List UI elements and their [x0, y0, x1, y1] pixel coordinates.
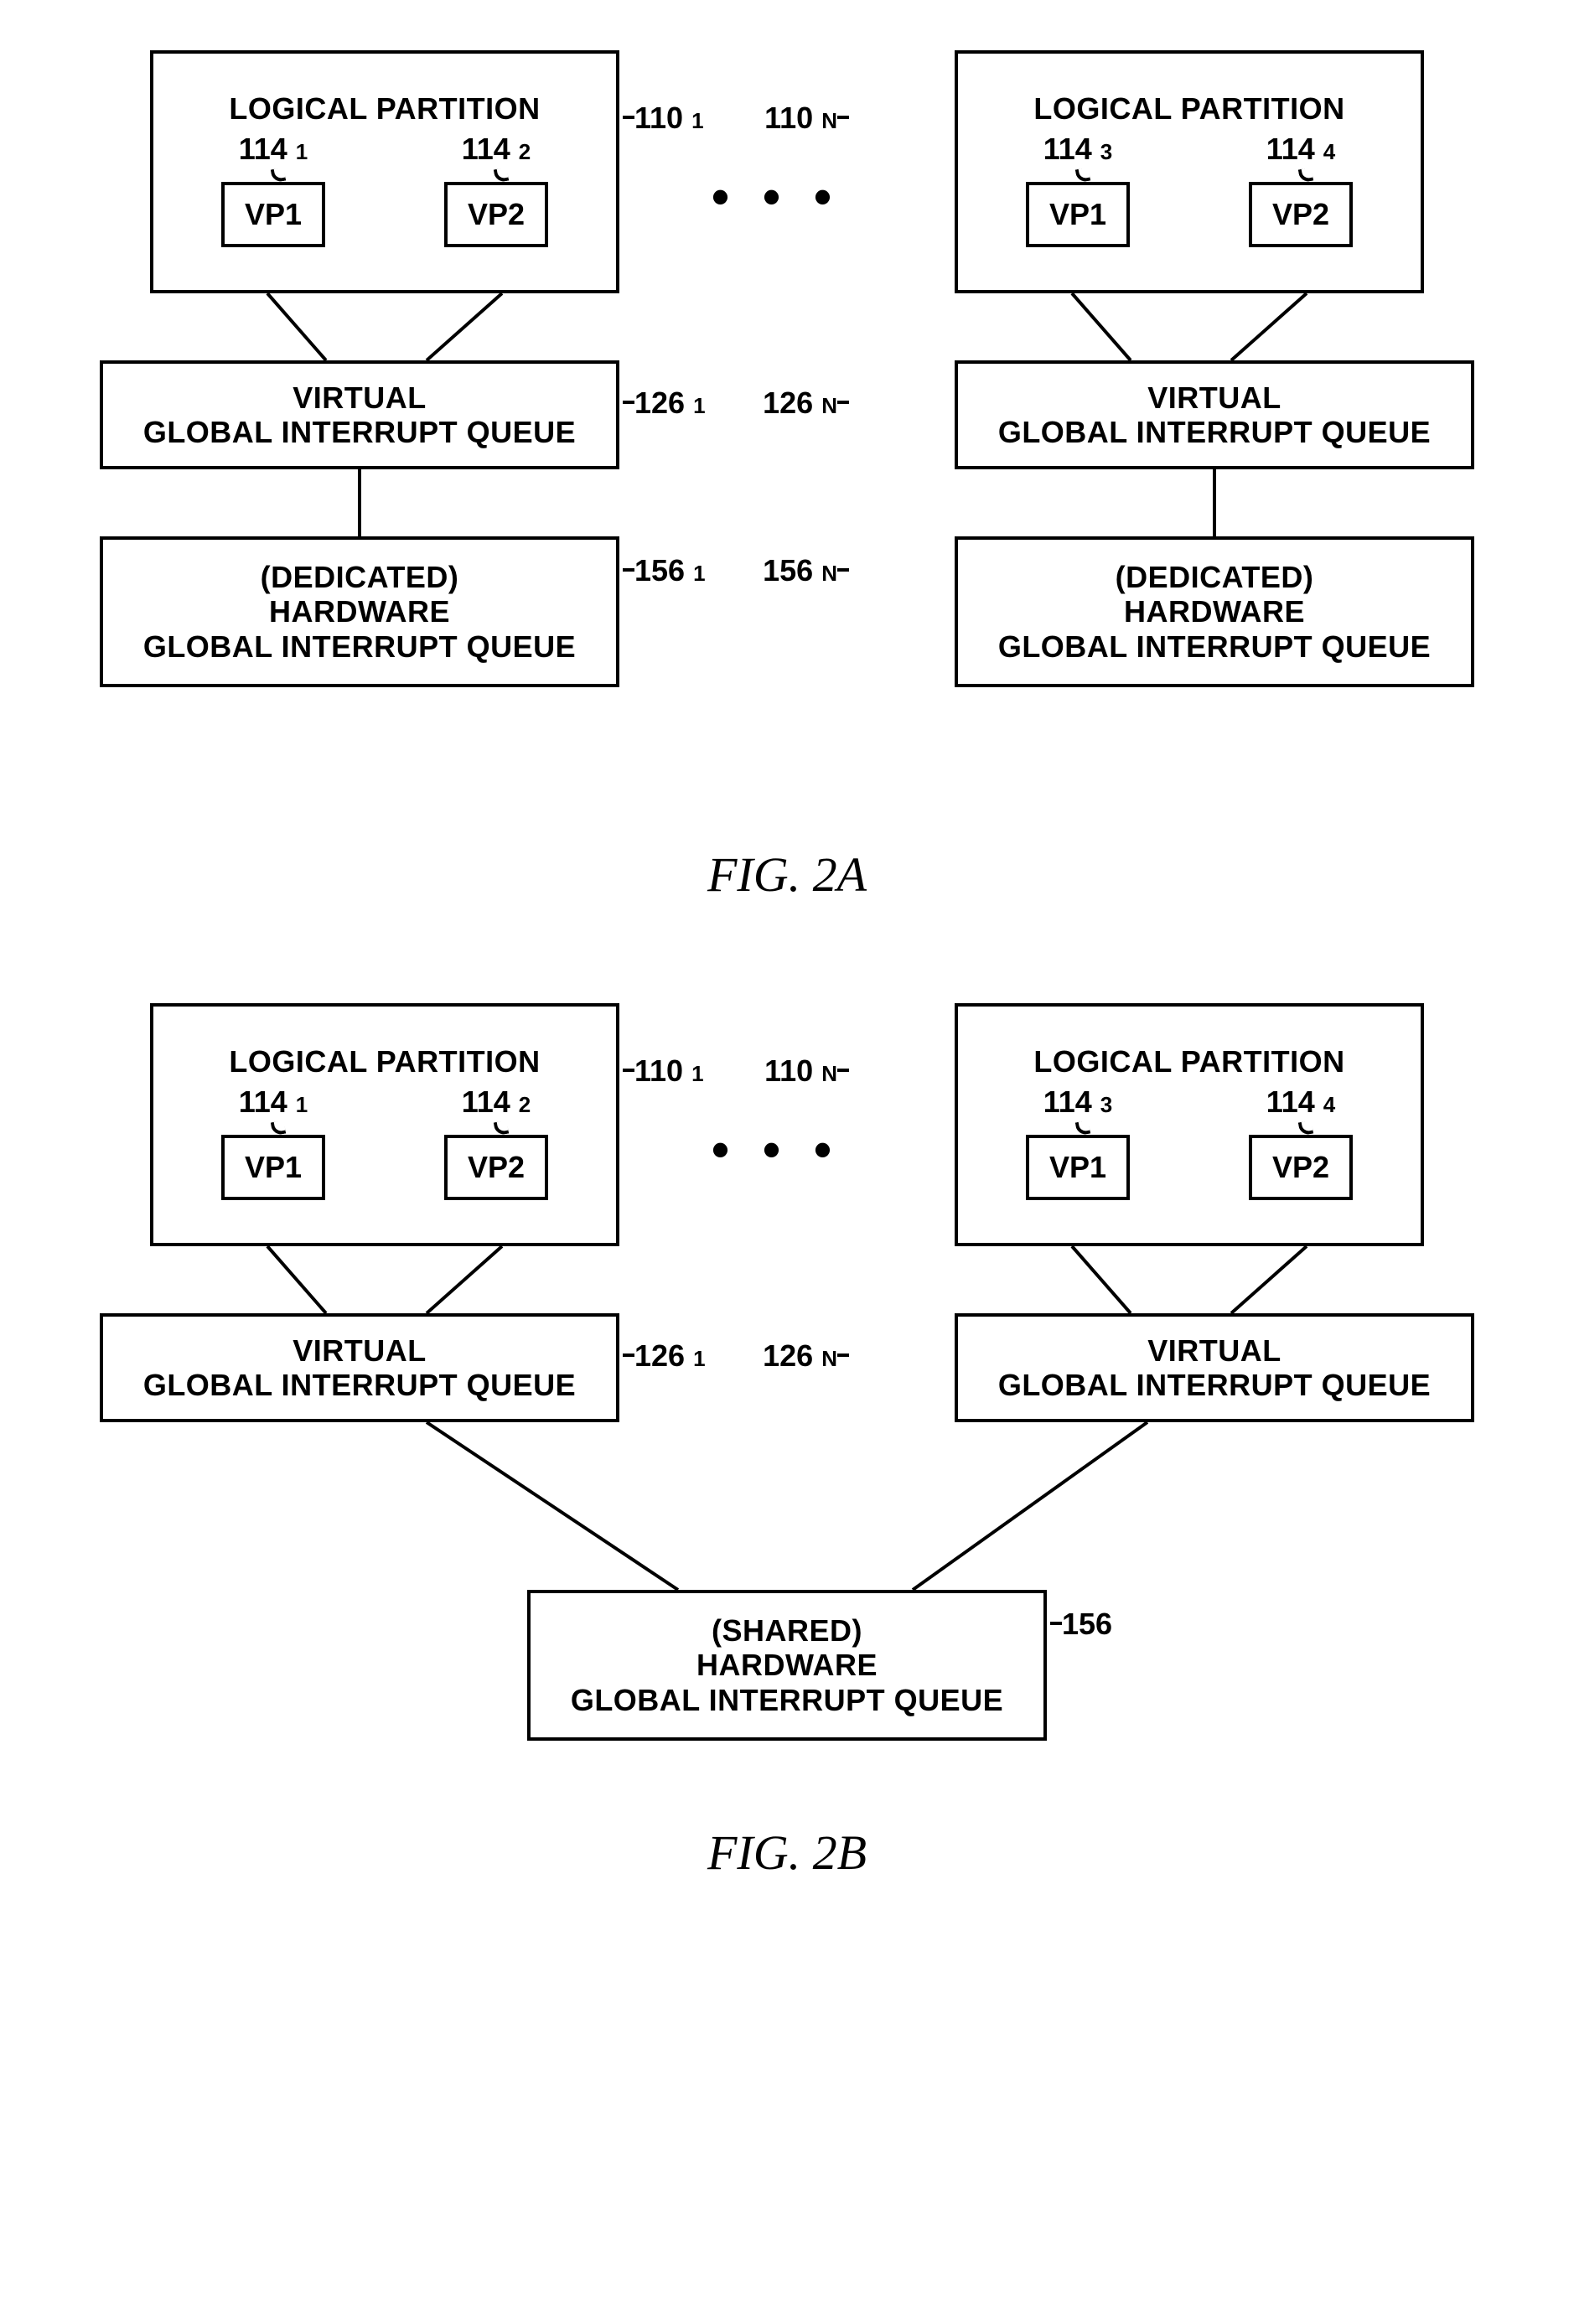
queue-line: GLOBAL INTERRUPT QUEUE: [998, 1368, 1431, 1402]
vp-reference: 114 4: [1266, 132, 1336, 167]
virtual-processor-box: VP1: [1026, 1135, 1130, 1200]
virtual-global-interrupt-queue: VIRTUALGLOBAL INTERRUPT QUEUE: [955, 1313, 1474, 1422]
vp-tick: [1298, 1121, 1314, 1136]
reference-tick: [837, 401, 849, 404]
reference-label: 110 1: [634, 101, 704, 136]
vp-tick: [1075, 168, 1091, 184]
hardware-global-interrupt-queue: (SHARED)HARDWAREGLOBAL INTERRUPT QUEUE: [527, 1590, 1047, 1741]
vp-column: 114 1 VP1: [221, 132, 325, 247]
figure-2b-caption: FIG. 2B: [707, 1825, 867, 1881]
ellipsis-dots: •••: [712, 168, 865, 225]
logical-partition: LOGICAL PARTITION 114 1 VP1 114 2 VP2: [150, 50, 619, 293]
vp-tick: [494, 1121, 510, 1136]
queue-line: HARDWARE: [1124, 594, 1305, 629]
virtual-global-interrupt-queue: VIRTUALGLOBAL INTERRUPT QUEUE: [100, 1313, 619, 1422]
reference-tick: [623, 1354, 634, 1357]
virtual-global-interrupt-queue: VIRTUALGLOBAL INTERRUPT QUEUE: [955, 360, 1474, 469]
vp-column: 114 3 VP1: [1026, 132, 1130, 247]
queue-line: GLOBAL INTERRUPT QUEUE: [998, 629, 1431, 664]
reference-label: 126 N: [763, 1338, 837, 1374]
vp-reference: 114 2: [462, 1084, 531, 1120]
virtual-processor-box: VP2: [1249, 182, 1353, 247]
reference-tick: [837, 116, 849, 119]
queue-line: VIRTUAL: [1147, 1333, 1281, 1368]
vp-column: 114 1 VP1: [221, 1084, 325, 1200]
vp-tick: [271, 1121, 287, 1136]
reference-label: 156: [1062, 1607, 1112, 1642]
queue-line: HARDWARE: [269, 594, 450, 629]
reference-label: 126 1: [634, 1338, 706, 1374]
reference-tick: [837, 1069, 849, 1072]
vp-tick: [271, 168, 287, 184]
reference-tick: [623, 401, 634, 404]
vp-reference: 114 3: [1043, 132, 1113, 167]
logical-partition: LOGICAL PARTITION 114 3 VP1 114 4 VP2: [955, 1003, 1424, 1246]
virtual-global-interrupt-queue: VIRTUALGLOBAL INTERRUPT QUEUE: [100, 360, 619, 469]
reference-tick: [837, 1354, 849, 1357]
reference-tick: [623, 116, 634, 119]
reference-label: 156 1: [634, 553, 706, 588]
logical-partition: LOGICAL PARTITION 114 1 VP1 114 2 VP2: [150, 1003, 619, 1246]
vp-row: 114 1 VP1 114 2 VP2: [153, 1084, 616, 1214]
vp-column: 114 4 VP2: [1249, 1084, 1353, 1200]
partition-title: LOGICAL PARTITION: [229, 91, 540, 127]
vp-tick: [1075, 1121, 1091, 1136]
reference-label: 110 N: [764, 101, 837, 136]
vp-row: 114 3 VP1 114 4 VP2: [958, 132, 1421, 261]
queue-line: VIRTUAL: [1147, 380, 1281, 415]
vp-reference: 114 1: [239, 1084, 308, 1120]
queue-line: GLOBAL INTERRUPT QUEUE: [143, 1368, 576, 1402]
reference-label: 126 N: [763, 386, 837, 421]
queue-line: GLOBAL INTERRUPT QUEUE: [998, 415, 1431, 449]
reference-tick: [1050, 1622, 1062, 1625]
queue-line: VIRTUAL: [293, 1333, 427, 1368]
hardware-global-interrupt-queue: (DEDICATED)HARDWAREGLOBAL INTERRUPT QUEU…: [955, 536, 1474, 687]
vp-reference: 114 1: [239, 132, 308, 167]
figure-2a: LOGICAL PARTITION 114 1 VP1 114 2 VP2 110 1 LO…: [34, 50, 1540, 903]
vp-column: 114 3 VP1: [1026, 1084, 1130, 1200]
reference-label: 126 1: [634, 386, 706, 421]
partition-title: LOGICAL PARTITION: [229, 1044, 540, 1079]
virtual-processor-box: VP1: [1026, 182, 1130, 247]
vp-column: 114 4 VP2: [1249, 132, 1353, 247]
queue-line: GLOBAL INTERRUPT QUEUE: [143, 629, 576, 664]
vp-row: 114 1 VP1 114 2 VP2: [153, 132, 616, 261]
vp-row: 114 3 VP1 114 4 VP2: [958, 1084, 1421, 1214]
reference-label: 110 N: [764, 1053, 837, 1089]
virtual-processor-box: VP2: [1249, 1135, 1353, 1200]
partition-title: LOGICAL PARTITION: [1033, 1044, 1344, 1079]
vp-reference: 114 4: [1266, 1084, 1336, 1120]
figure-2a-body: LOGICAL PARTITION 114 1 VP1 114 2 VP2 110 1 LO…: [75, 50, 1499, 805]
queue-line: VIRTUAL: [293, 380, 427, 415]
queue-line: GLOBAL INTERRUPT QUEUE: [143, 415, 576, 449]
queue-line: HARDWARE: [696, 1648, 878, 1682]
queue-line: GLOBAL INTERRUPT QUEUE: [571, 1683, 1003, 1717]
vp-column: 114 2 VP2: [444, 1084, 548, 1200]
queue-line: (DEDICATED): [261, 560, 459, 594]
queue-line: (DEDICATED): [1116, 560, 1314, 594]
reference-tick: [837, 568, 849, 572]
reference-tick: [623, 1069, 634, 1072]
reference-tick: [623, 568, 634, 572]
virtual-processor-box: VP1: [221, 182, 325, 247]
virtual-processor-box: VP1: [221, 1135, 325, 1200]
vp-reference: 114 3: [1043, 1084, 1113, 1120]
partition-title: LOGICAL PARTITION: [1033, 91, 1344, 127]
queue-line: (SHARED): [712, 1613, 862, 1648]
figure-2a-caption: FIG. 2A: [707, 846, 867, 903]
vp-reference: 114 2: [462, 132, 531, 167]
figure-2b-body: LOGICAL PARTITION 114 1 VP1 114 2 VP2 110 1 LO…: [75, 1003, 1499, 1783]
reference-label: 156 N: [763, 553, 837, 588]
figure-2b: LOGICAL PARTITION 114 1 VP1 114 2 VP2 110 1 LO…: [34, 1003, 1540, 1881]
vp-column: 114 2 VP2: [444, 132, 548, 247]
virtual-processor-box: VP2: [444, 1135, 548, 1200]
ellipsis-dots: •••: [712, 1121, 865, 1178]
virtual-processor-box: VP2: [444, 182, 548, 247]
logical-partition: LOGICAL PARTITION 114 3 VP1 114 4 VP2: [955, 50, 1424, 293]
hardware-global-interrupt-queue: (DEDICATED)HARDWAREGLOBAL INTERRUPT QUEU…: [100, 536, 619, 687]
vp-tick: [494, 168, 510, 184]
vp-tick: [1298, 168, 1314, 184]
reference-label: 110 1: [634, 1053, 704, 1089]
